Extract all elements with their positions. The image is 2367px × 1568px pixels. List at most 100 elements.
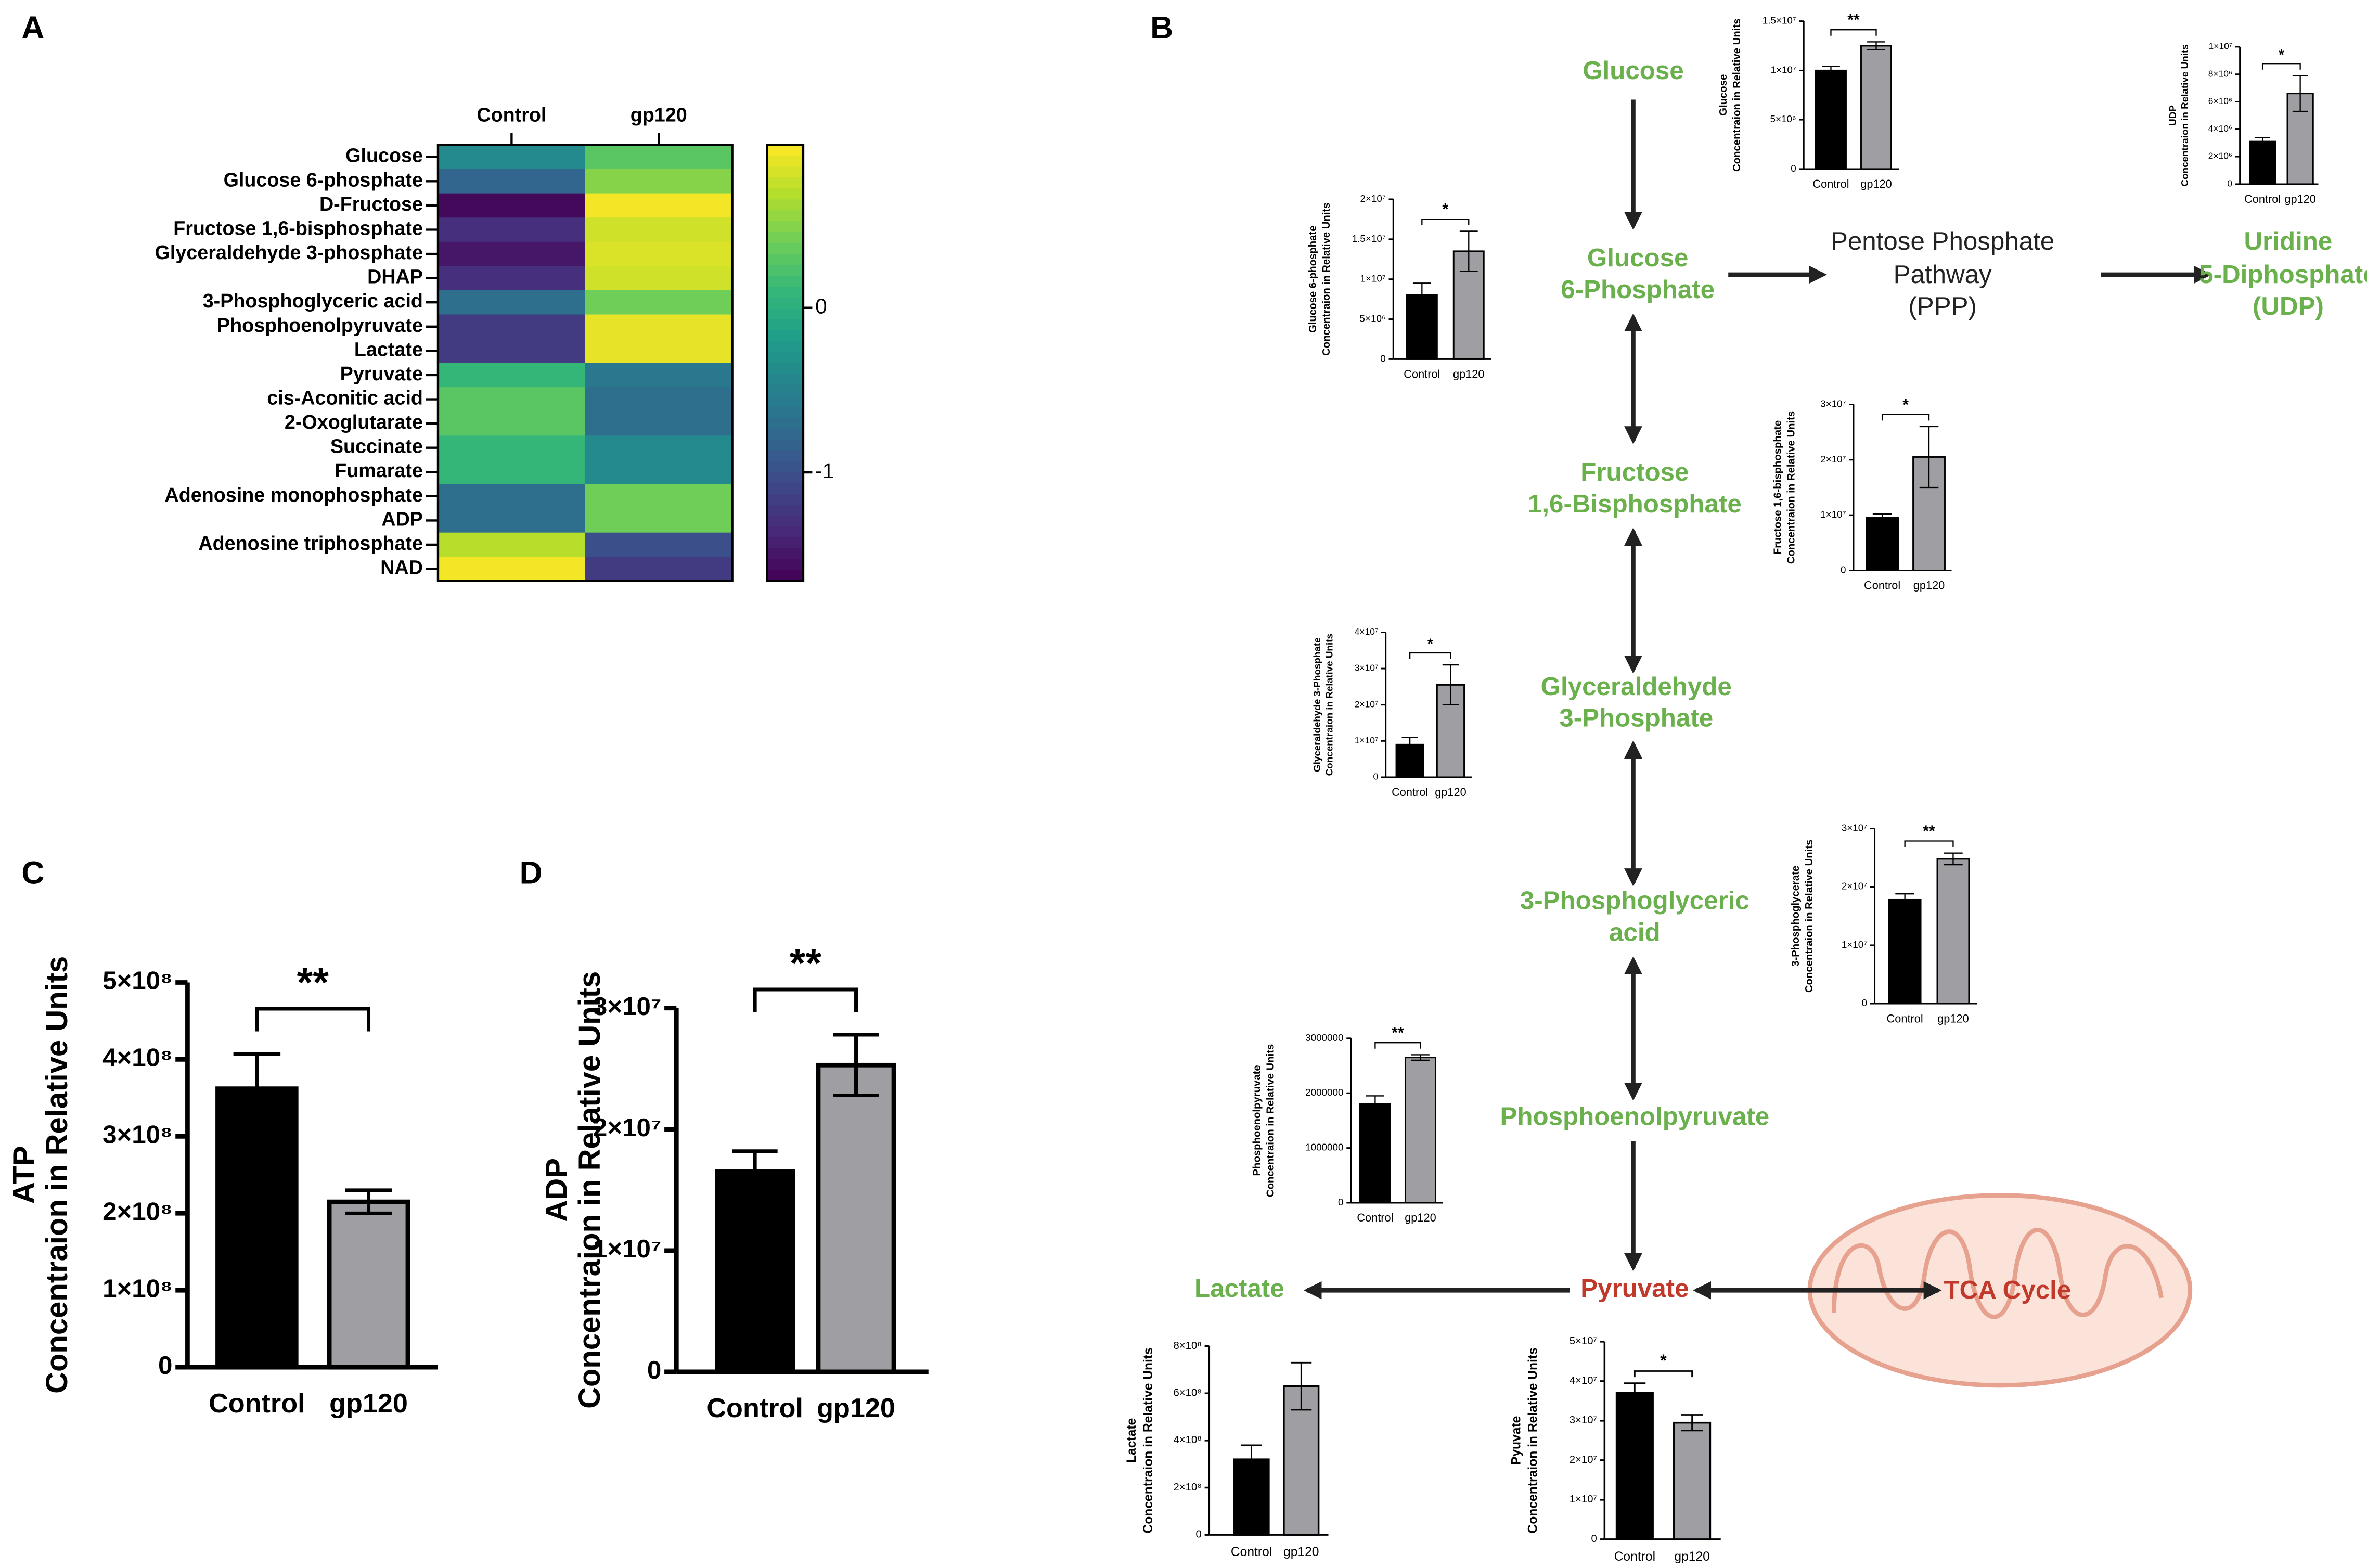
colorbar-segment: [767, 363, 803, 375]
colorbar-segment: [767, 341, 803, 353]
colorbar-segment: [767, 559, 803, 571]
x-tick-label: gp120: [1913, 579, 1945, 592]
colorbar-segment: [767, 166, 803, 178]
y-tick-label: 2000000: [1305, 1087, 1343, 1098]
y-axis-label: Glucose 6-phosphate: [1307, 225, 1319, 332]
x-tick-label: gp120: [1283, 1545, 1319, 1559]
panel-label: A: [21, 10, 44, 45]
pathway-node: Glucose: [1583, 56, 1684, 85]
y-tick-label: 2×10⁸: [102, 1197, 172, 1226]
y-axis-label: Concentraion in Relative Units: [1731, 19, 1743, 172]
y-axis-label: Concentraion in Relative Units: [1785, 411, 1797, 564]
bar: [215, 1086, 299, 1370]
bar: [2286, 93, 2314, 185]
y-axis-label: Concentraion in Relative Units: [40, 956, 74, 1394]
x-tick-label: Control: [1404, 368, 1440, 381]
pathway-node: Glucose 6-Phosphate: [1561, 243, 1715, 304]
node-line: Glyceraldehyde: [1541, 672, 1732, 701]
colorbar-segment: [767, 319, 803, 331]
node-line: Uridine: [2244, 227, 2333, 255]
y-tick-label: 1×10⁷: [1570, 1494, 1597, 1505]
row-label: NAD: [380, 557, 423, 579]
pathway-node: Glyceraldehyde 3-Phosphate: [1541, 672, 1732, 732]
y-tick-label: 2×10⁷: [593, 1113, 661, 1142]
heatmap-cell: [585, 387, 734, 413]
y-tick-label: 1.5×10⁷: [1352, 233, 1386, 244]
heatmap-cell: [585, 314, 734, 340]
x-tick-label: gp120: [1860, 177, 1892, 190]
heatmap-cell: [438, 557, 586, 582]
heatmap-cell: [585, 193, 734, 219]
y-tick-label: 4×10⁸: [1174, 1434, 1202, 1446]
colorbar-segment: [767, 232, 803, 244]
bar: [1815, 69, 1847, 170]
y-tick-label: 0: [1591, 1533, 1597, 1545]
y-tick-label: 1000000: [1305, 1142, 1343, 1153]
colorbar-segment: [767, 221, 803, 233]
x-tick-label: gp120: [1405, 1211, 1436, 1224]
y-axis-label: Lactate: [1125, 1418, 1139, 1463]
significance-bracket: [753, 987, 858, 1012]
colorbar-segment: [767, 188, 803, 200]
y-tick-label: 2×10⁷: [1360, 193, 1385, 204]
row-label: Pyruvate: [340, 363, 423, 384]
heatmap-cell: [585, 557, 734, 582]
colorbar-segment: [767, 505, 803, 517]
y-tick-label: 1.5×10⁷: [1763, 15, 1796, 26]
x-tick-label: Control: [2244, 192, 2281, 205]
y-tick-label: 3×10⁷: [1355, 663, 1378, 673]
heatmap-cell: [438, 290, 586, 315]
heatmap-cell: [585, 290, 734, 315]
significance-bracket: [2261, 62, 2301, 70]
heatmap-cell: [438, 145, 586, 170]
bar: [1615, 1392, 1654, 1540]
row-label: Adenosine triphosphate: [198, 532, 423, 554]
heatmap-cell: [438, 266, 586, 291]
x-tick-label: Control: [1392, 786, 1428, 799]
row-label: Glucose: [345, 145, 423, 166]
node-line: (UDP): [2253, 292, 2324, 320]
row-label: 3-Phosphoglyceric acid: [203, 290, 423, 312]
heatmap-cell: [438, 241, 586, 267]
bar: [1888, 898, 1922, 1005]
y-axis-label: 3-Phosphoglycerate: [1790, 866, 1802, 967]
bar: [1936, 858, 1970, 1005]
bar: [1404, 1057, 1436, 1204]
colorbar-segment: [767, 145, 803, 157]
y-axis-label: UDP: [2167, 105, 2178, 126]
colorbar-segment: [767, 254, 803, 266]
y-tick-label: 0: [1841, 564, 1846, 575]
significance-label: *: [1427, 636, 1433, 652]
colorbar-segment: [767, 548, 803, 560]
colorbar-segment: [767, 199, 803, 211]
node-line: acid: [1609, 918, 1661, 947]
y-tick-label: 3×10⁷: [1820, 398, 1846, 409]
bar: [816, 1062, 896, 1374]
x-tick-label: gp120: [2284, 192, 2315, 205]
bar: [1283, 1385, 1320, 1536]
heatmap-cell: [585, 217, 734, 243]
y-tick-label: 4×10⁸: [102, 1043, 172, 1072]
colorbar-segment: [767, 210, 803, 222]
heatmap-cell: [585, 459, 734, 485]
heatmap-cell: [585, 532, 734, 558]
panel-label: D: [520, 855, 543, 891]
colorbar-segment: [767, 352, 803, 364]
significance-bracket: [255, 1007, 371, 1032]
row-label: Phosphoenolpyruvate: [217, 314, 423, 336]
x-tick-label: gp120: [1674, 1550, 1710, 1564]
row-label: Adenosine monophosphate: [165, 484, 423, 506]
row-label: cis-Aconitic acid: [267, 387, 423, 408]
y-tick-label: 8×10⁸: [1174, 1340, 1202, 1352]
colorbar-segment: [767, 406, 803, 418]
colorbar-frame: [766, 144, 805, 583]
y-tick-label: 1×10⁷: [2209, 41, 2232, 52]
significance-label: **: [790, 940, 822, 986]
y-tick-label: 0: [1373, 772, 1379, 782]
y-tick-label: 1×10⁷: [1360, 273, 1385, 284]
heatmap-cell: [585, 266, 734, 291]
colorbar-segment: [767, 516, 803, 528]
significance-label: *: [2279, 46, 2284, 62]
colorbar-segment: [767, 286, 803, 299]
